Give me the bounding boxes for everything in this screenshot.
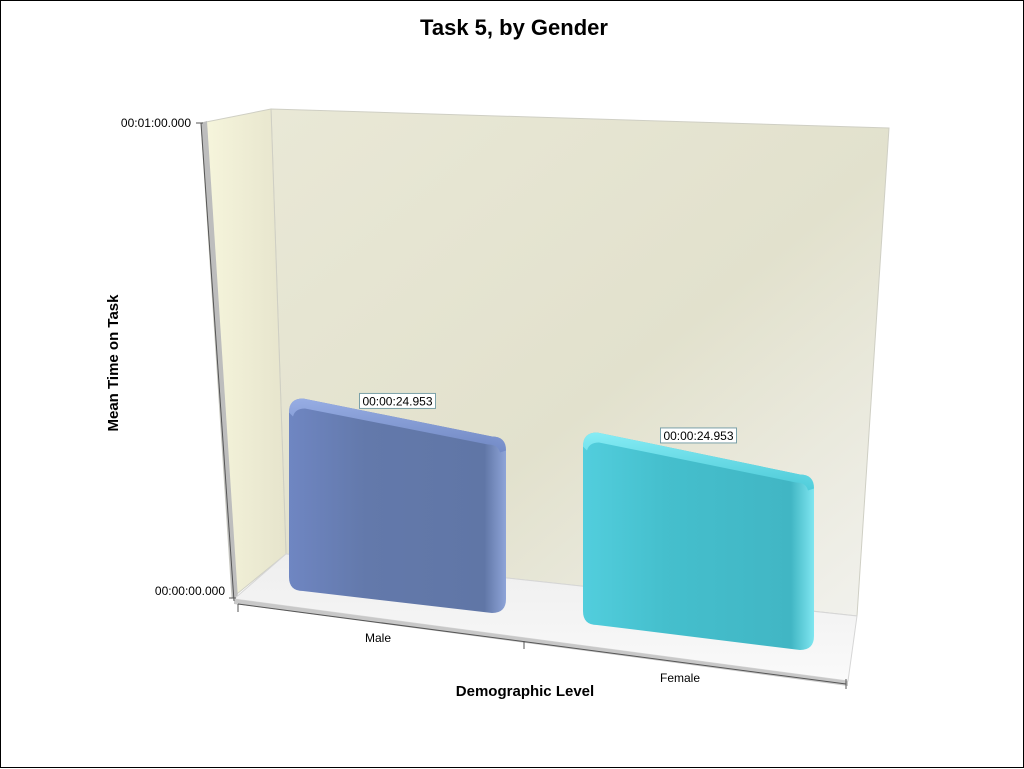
y-axis-line [200, 122, 235, 602]
x-axis-title: Demographic Level [456, 683, 594, 700]
bar-top-female [583, 432, 814, 491]
bar-female [583, 432, 814, 650]
y-tick-label-max: 00:01:00.000 [121, 116, 191, 130]
chart-title: Task 5, by Gender [420, 15, 608, 40]
bar-top-male [289, 398, 506, 453]
bars-group: 00:00:24.953 Male 00:00:24.953 Female [289, 392, 814, 685]
data-label-box-female [660, 427, 737, 444]
y-axis-title: Mean Time on Task [105, 294, 122, 432]
data-label-male: 00:00:24.953 [362, 394, 432, 408]
bar-male [289, 398, 506, 613]
data-label-female: 00:00:24.953 [663, 429, 733, 443]
side-wall [200, 108, 287, 600]
x-tick-label-female: Female [660, 671, 700, 685]
data-label-box-male [359, 392, 436, 409]
bar-body-male [289, 398, 506, 613]
bar-body-female [583, 432, 814, 650]
y-tick-label-zero: 00:00:00.000 [155, 584, 225, 598]
y-axis: 00:01:00.000 00:00:00.000 Mean Time on T… [105, 116, 236, 602]
x-tick-label-male: Male [365, 631, 391, 645]
x-axis-line [237, 603, 847, 685]
side-wall-edge [201, 121, 238, 599]
x-axis: Demographic Level [237, 603, 847, 700]
